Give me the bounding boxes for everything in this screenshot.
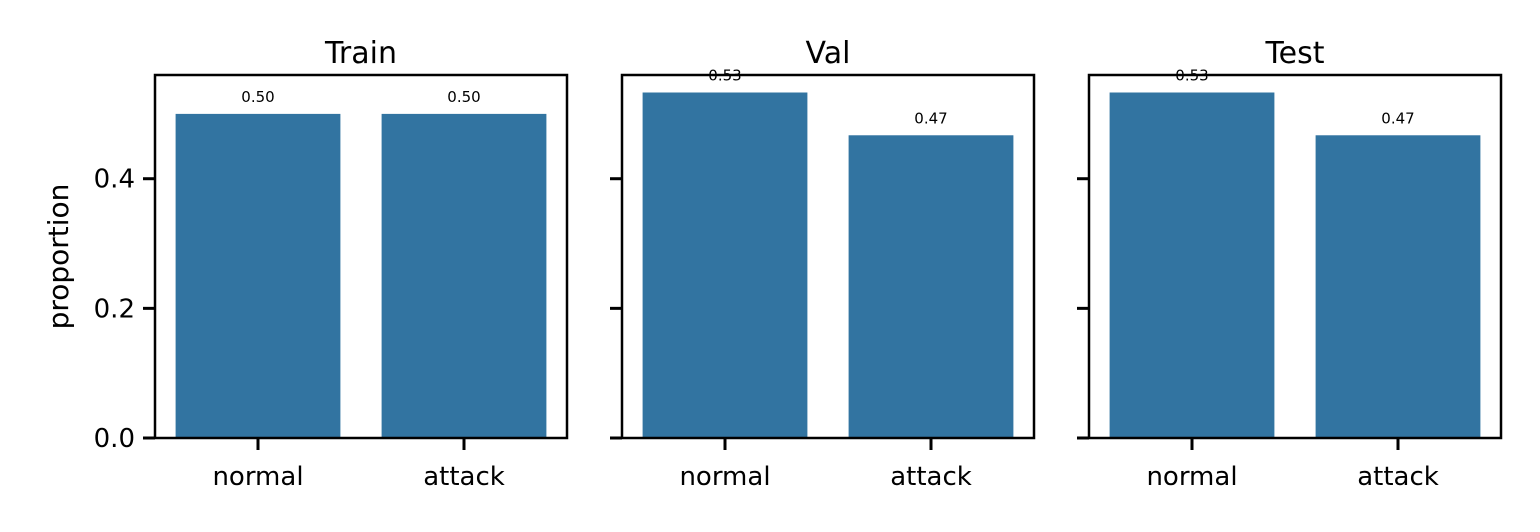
y-tick-label: 0.2	[94, 294, 135, 324]
x-tick-label: normal	[212, 462, 303, 492]
axes-frame	[153, 73, 569, 440]
x-tick-label: normal	[679, 462, 770, 492]
axes-frame	[1087, 73, 1503, 440]
axes-frame	[620, 73, 1036, 440]
y-tick-label: 0.0	[94, 424, 135, 454]
x-tick-label: attack	[1357, 462, 1439, 492]
bar-normal	[642, 92, 808, 438]
bar-attack	[1315, 135, 1481, 438]
x-tick-label: attack	[423, 462, 505, 492]
bar-attack	[848, 135, 1014, 438]
y-axis-label: proportion	[42, 184, 75, 330]
x-tick-label: attack	[890, 462, 972, 492]
panel-0: 0.50 normal 0.50 attack 0.0 0.2 0.4 Train propor…	[42, 36, 569, 492]
bar-attack	[381, 113, 547, 438]
bar-value-label: 0.50	[241, 88, 274, 106]
x-tick-label: normal	[1146, 462, 1237, 492]
panel-title: Test	[1264, 36, 1324, 71]
bar-value-label: 0.47	[914, 109, 947, 127]
bar-normal	[175, 113, 341, 438]
bar-value-label: 0.50	[447, 88, 480, 106]
y-tick-label: 0.4	[94, 165, 135, 195]
bar-normal	[1109, 92, 1275, 438]
panel-title: Train	[324, 36, 397, 71]
bar-value-label: 0.47	[1381, 109, 1414, 127]
panel-title: Val	[806, 36, 851, 71]
